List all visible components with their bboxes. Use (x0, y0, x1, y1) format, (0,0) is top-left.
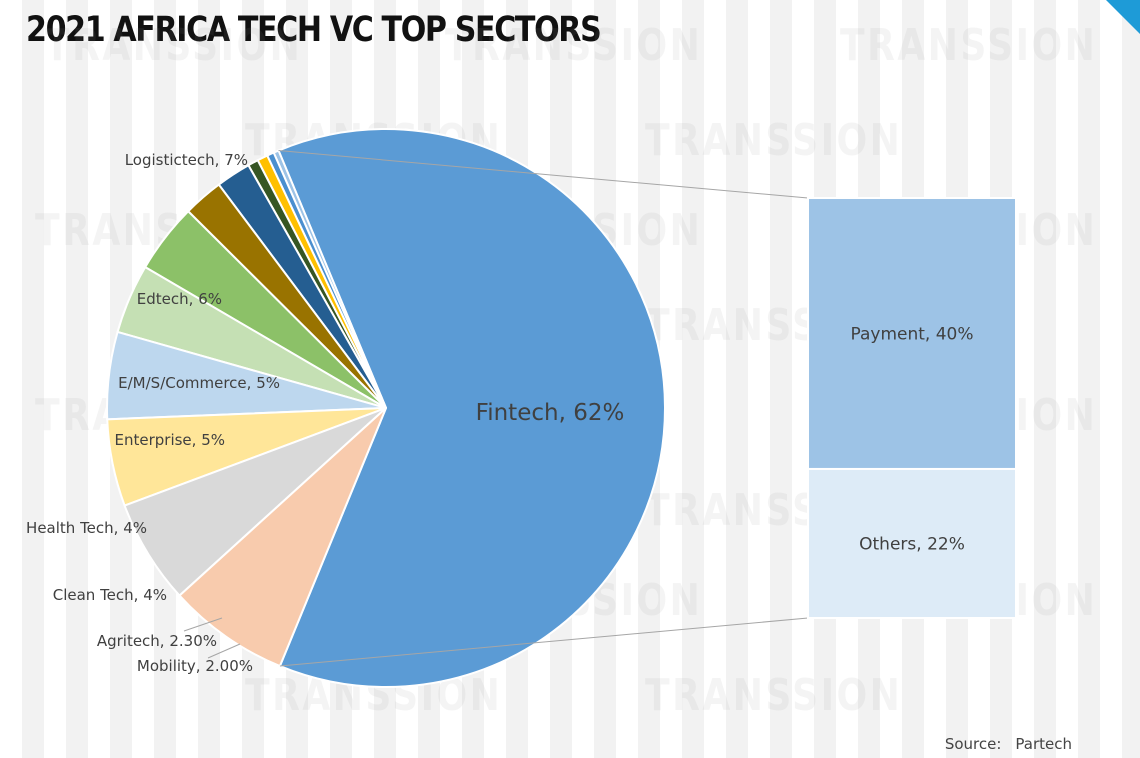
pie-slice-logistictech (178, 407, 387, 668)
source-note: Source: Partech (945, 735, 1072, 753)
pie-label-e-m-s-commerce: E/M/S/Commerce, 5% (118, 374, 280, 392)
leader-line-agritech (183, 617, 223, 632)
pie-label-edtech: Edtech, 6% (137, 290, 222, 308)
source-label: Source: (944, 735, 1002, 753)
bar-segment-others (807, 467, 1017, 619)
pie-slice-fintech (277, 128, 666, 688)
chart-title: 2021 AFRICA TECH VC TOP SECTORS (26, 10, 602, 50)
pie-label-fintech: Fintech, 62% (476, 400, 625, 426)
bar-label-payment: Payment, 40% (850, 324, 973, 344)
corner-ribbon (1106, 0, 1140, 34)
source-value: Partech (1015, 735, 1072, 753)
connector-line-top (278, 150, 809, 199)
pie-label-agritech: Agritech, 2.30% (97, 632, 217, 650)
pie-label-enterprise: Enterprise, 5% (115, 431, 226, 449)
leader-line-mobility (207, 643, 241, 659)
pie-label-health-tech: Health Tech, 4% (26, 519, 147, 537)
pie-label-clean-tech: Clean Tech, 4% (53, 586, 167, 604)
pie-label-mobility: Mobility, 2.00% (137, 657, 253, 675)
connector-line-bottom (279, 617, 809, 667)
bar-label-others: Others, 22% (859, 534, 965, 554)
pie-label-logistictech: Logistictech, 7% (125, 151, 248, 169)
